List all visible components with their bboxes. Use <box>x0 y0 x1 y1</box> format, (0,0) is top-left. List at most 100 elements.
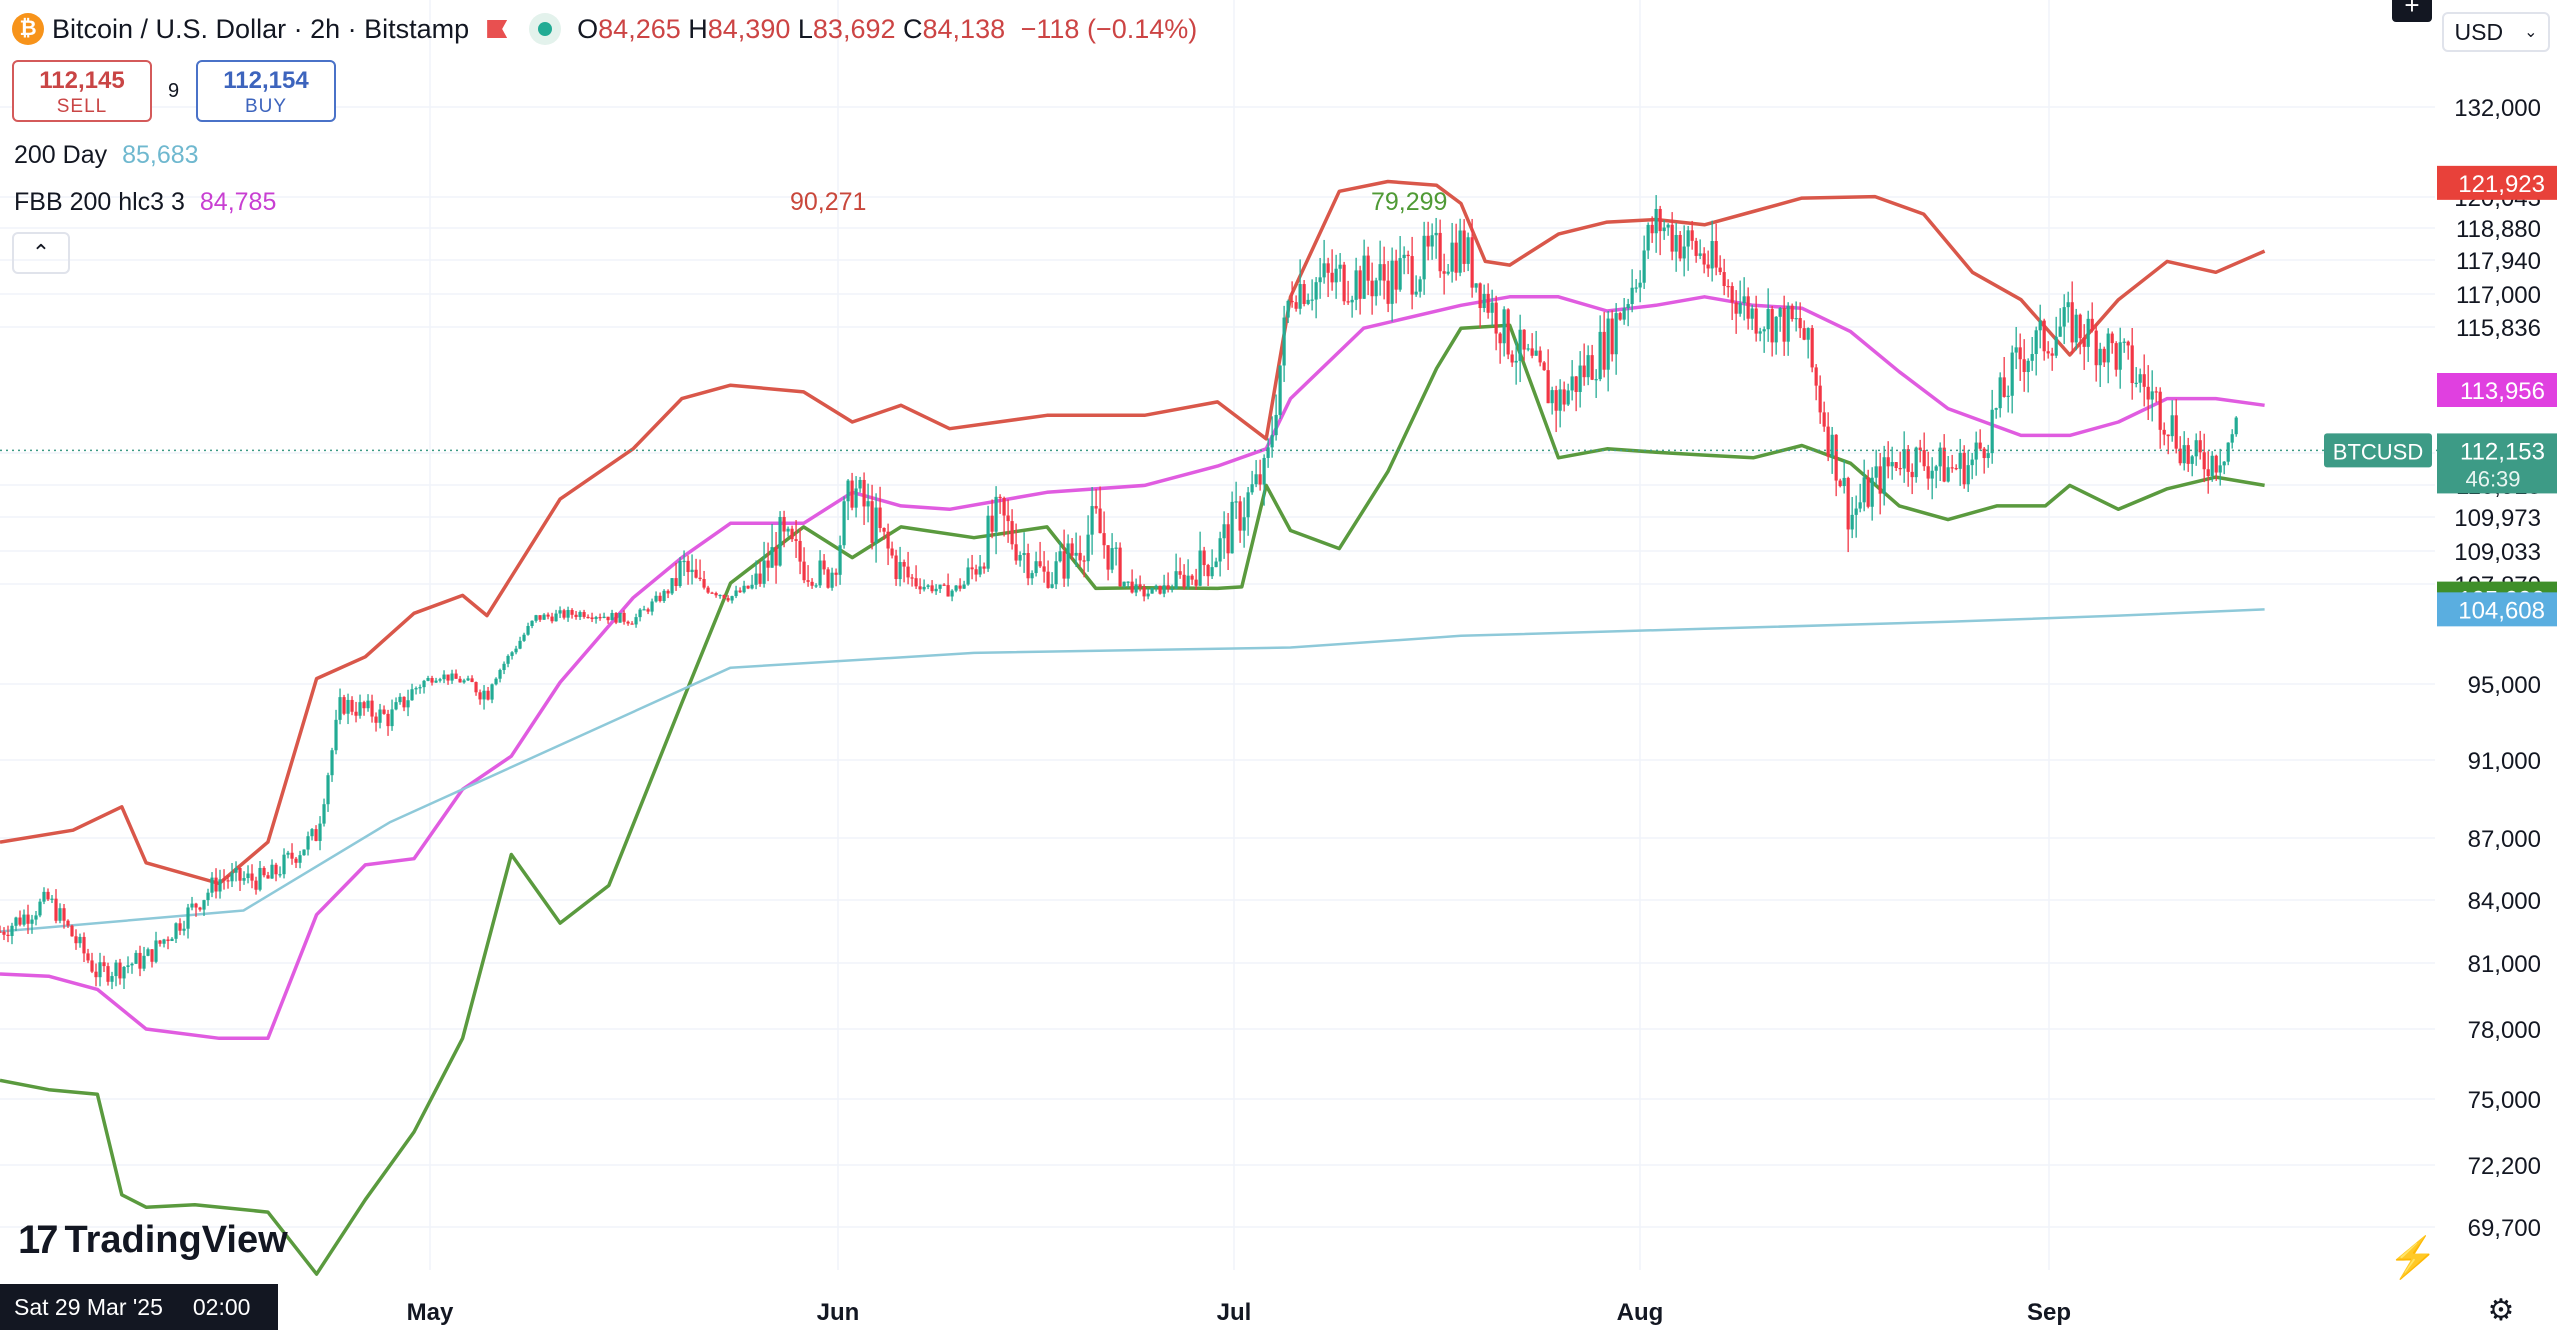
candle-body <box>274 864 278 875</box>
candle-body <box>1326 263 1330 273</box>
candle-body <box>382 709 386 714</box>
candle-body <box>1706 264 1710 269</box>
candle-body <box>1686 230 1690 247</box>
candle-body <box>126 965 130 967</box>
candle-body <box>1054 561 1058 585</box>
candle-body <box>2234 417 2238 435</box>
candle-body <box>358 702 362 716</box>
candle-body <box>646 609 650 612</box>
candle-body <box>130 963 134 966</box>
plus-icon[interactable]: + <box>2392 0 2432 22</box>
candle-body <box>1498 333 1502 344</box>
candle-body <box>954 585 958 591</box>
candle-body <box>2178 448 2182 464</box>
candle-body <box>786 528 790 532</box>
candle-body <box>2214 455 2218 473</box>
candle-body <box>2094 330 2098 366</box>
candle-body <box>1486 293 1490 313</box>
candle-body <box>1970 459 1974 466</box>
x-tick-label: Aug <box>1617 1299 1664 1326</box>
candle-body <box>574 614 578 617</box>
candle-body <box>670 578 674 594</box>
upper-band-price-label <box>2437 165 2557 200</box>
candle-body <box>1246 492 1250 518</box>
candle-body <box>154 940 158 962</box>
buy-button[interactable]: 112,154 BUY <box>196 60 336 122</box>
candle-body <box>458 678 462 683</box>
candle-body <box>1462 230 1466 264</box>
candle-body <box>1362 255 1366 299</box>
candle-body <box>1202 550 1206 566</box>
candle-body <box>1402 254 1406 259</box>
ma-legend[interactable]: 200 Day 85,683 <box>14 141 199 169</box>
candle-body <box>1242 517 1246 531</box>
candle-body <box>1122 581 1126 587</box>
symbol-title[interactable]: Bitcoin / U.S. Dollar · 2h · Bitstamp <box>52 13 470 44</box>
candle-body <box>1526 348 1530 350</box>
candle-body <box>1478 283 1482 309</box>
tradingview-logo[interactable]: 17 TradingView <box>18 1218 288 1263</box>
candle-body <box>934 588 938 592</box>
candle-body <box>322 804 326 824</box>
candle-body <box>1642 250 1646 283</box>
candle-body <box>666 590 670 594</box>
candle-body <box>1374 280 1378 297</box>
flag-icon[interactable] <box>487 20 508 38</box>
candle-body <box>26 914 30 924</box>
candle-body <box>1870 477 1874 507</box>
candle-body <box>510 652 514 656</box>
candle-body <box>738 590 742 593</box>
candle-body <box>1258 474 1262 485</box>
candle-body <box>1726 286 1730 288</box>
fbb-legend[interactable]: FBB 200 hlc3 3 84,785 <box>14 188 277 216</box>
lightning-icon[interactable]: ⚡ <box>2388 1236 2438 1280</box>
candle-body <box>1514 360 1518 363</box>
collapse-legend-button[interactable]: ⌃ <box>12 232 70 274</box>
symbol-legend[interactable]: ₿ Bitcoin / U.S. Dollar · 2h · Bitstamp … <box>12 13 1197 45</box>
candle-body <box>94 971 98 978</box>
candle-body <box>1886 457 1890 467</box>
candle-body <box>1142 587 1146 597</box>
ma200-line <box>0 608 2265 933</box>
candle-body <box>398 696 402 703</box>
candle-body <box>1738 303 1742 314</box>
candle-body <box>370 700 374 717</box>
candle-body <box>1626 304 1630 309</box>
candle-body <box>2186 445 2190 464</box>
candle-body <box>2062 307 2066 327</box>
candle-body <box>1854 508 1858 515</box>
candle-body <box>234 867 238 873</box>
sell-button[interactable]: 112,145 SELL <box>12 60 152 122</box>
market-status-icon[interactable] <box>529 13 562 45</box>
candle-body <box>470 678 474 683</box>
candle-body <box>1282 317 1286 366</box>
candle-body <box>794 539 798 541</box>
candle-body <box>1078 552 1082 561</box>
candle-body <box>698 577 702 580</box>
currency-select[interactable]: USD ⌄ <box>2442 12 2550 52</box>
candle-body <box>1922 450 1926 467</box>
candle-body <box>910 577 914 579</box>
candle-body <box>1494 302 1498 334</box>
gear-icon[interactable]: ⚙ <box>2487 1294 2515 1327</box>
candle-body <box>614 613 618 623</box>
candle-body <box>946 585 950 597</box>
candle-body <box>1010 521 1014 545</box>
candle-body <box>2082 338 2086 347</box>
candle-body <box>1186 575 1190 588</box>
candle-body <box>422 680 426 688</box>
candle-body <box>1106 545 1110 570</box>
candle-body <box>462 680 466 683</box>
candle-body <box>1150 587 1154 594</box>
candle-body <box>1818 385 1822 413</box>
candle-body <box>1162 585 1166 594</box>
candle-body <box>438 679 442 681</box>
brand-name: TradingView <box>64 1219 288 1261</box>
candle-body <box>530 620 534 627</box>
candle-body <box>878 507 882 528</box>
candle-body <box>1678 234 1682 259</box>
y-tick-label: 84,000 <box>2468 888 2541 915</box>
candle-body <box>1702 253 1706 265</box>
candle-body <box>1094 506 1098 509</box>
